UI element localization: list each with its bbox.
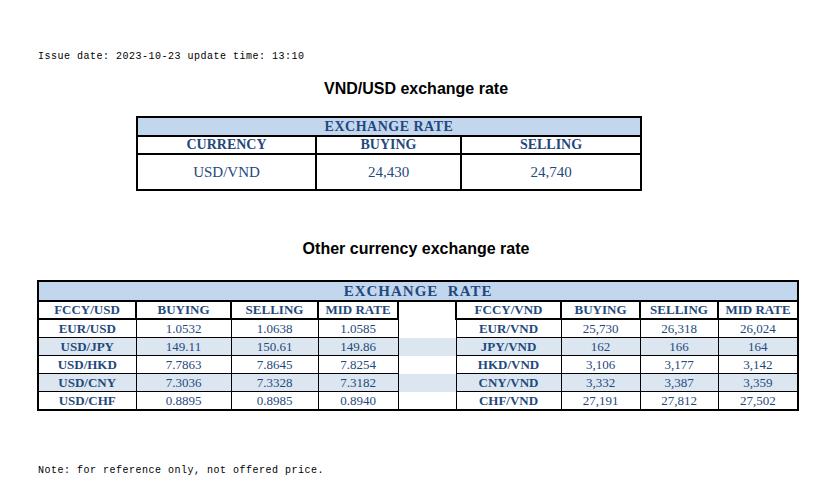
rate-cell: 3,177 [640,356,718,374]
column-header-buying-right: BUYING [561,301,640,319]
selling-rate-cell: 24,740 [461,154,641,190]
rate-cell: 1.0585 [318,319,398,338]
rate-cell: 7.3328 [231,374,318,392]
rate-cell: 3,142 [718,356,798,374]
gap-cell [398,374,456,392]
usd-rate-table: EXCHANGE RATE CURRENCY BUYING SELLING US… [136,116,642,191]
table-row-hkd: USD/HKD 7.7863 7.8645 7.8254 HKD/VND 3,1… [38,356,798,374]
rate-cell: 26,024 [718,319,798,338]
rate-cell: 3,332 [561,374,640,392]
rate-cell: 7.8645 [231,356,318,374]
column-header-buying-left: BUYING [136,301,231,319]
column-header-selling-right: SELLING [640,301,718,319]
column-header-buying: BUYING [316,136,461,154]
rate-cell: 149.11 [136,338,231,356]
table-row-chf: USD/CHF 0.8895 0.8985 0.8940 CHF/VND 27,… [38,392,798,411]
rate-cell: 162 [561,338,640,356]
page: { "meta": { "issue_line": "Issue date: 2… [0,0,832,499]
currency-pair-cell: USD/HKD [38,356,136,374]
rate-cell: 7.8254 [318,356,398,374]
gap-cell [398,392,456,411]
gap-cell [398,356,456,374]
currency-pair-cell: HKD/VND [456,356,561,374]
currency-pair-cell: CHF/VND [456,392,561,411]
buying-rate-cell: 24,430 [316,154,461,190]
issue-date-line: Issue date: 2023-10-23 update time: 13:1… [38,51,305,62]
usd-table-title: VND/USD exchange rate [0,80,832,98]
other-table-header-row: EXCHANGE RATE [38,281,798,301]
rate-cell: 25,730 [561,319,640,338]
rate-cell: 3,359 [718,374,798,392]
currency-pair-cell: USD/CHF [38,392,136,411]
gap-cell [398,338,456,356]
currency-pair-cell: CNY/VND [456,374,561,392]
rate-cell: 150.61 [231,338,318,356]
other-table-columns-row: FCCY/USD BUYING SELLING MID RATE FCCY/VN… [38,301,798,319]
usd-table-header: EXCHANGE RATE [137,117,641,136]
currency-pair-cell: USD/VND [137,154,316,190]
rate-cell: 149.86 [318,338,398,356]
column-header-selling-left: SELLING [231,301,318,319]
table-row-eur: EUR/USD 1.0532 1.0638 1.0585 EUR/VND 25,… [38,319,798,338]
currency-pair-cell: EUR/USD [38,319,136,338]
currency-pair-cell: JPY/VND [456,338,561,356]
currency-pair-cell: EUR/VND [456,319,561,338]
usd-table-columns-row: CURRENCY BUYING SELLING [137,136,641,154]
column-header-fccy-vnd: FCCY/VND [456,301,561,319]
table-row-cny: USD/CNY 7.3036 7.3328 7.3182 CNY/VND 3,3… [38,374,798,392]
rate-cell: 0.8940 [318,392,398,411]
rate-cell: 27,812 [640,392,718,411]
gap-cell [398,319,456,338]
rate-cell: 1.0638 [231,319,318,338]
other-rate-table: EXCHANGE RATE FCCY/USD BUYING SELLING MI… [37,280,799,411]
column-header-midrate-right: MID RATE [718,301,798,319]
currency-pair-cell: USD/CNY [38,374,136,392]
column-header-midrate-left: MID RATE [318,301,398,319]
note-line: Note: for reference only, not offered pr… [38,465,324,476]
rate-cell: 166 [640,338,718,356]
table-row-jpy: USD/JPY 149.11 150.61 149.86 JPY/VND 162… [38,338,798,356]
rate-cell: 7.3036 [136,374,231,392]
column-header-selling: SELLING [461,136,641,154]
usd-table-header-row: EXCHANGE RATE [137,117,641,136]
column-header-fccy-usd: FCCY/USD [38,301,136,319]
rate-cell: 3,387 [640,374,718,392]
rate-cell: 0.8895 [136,392,231,411]
rate-cell: 0.8985 [231,392,318,411]
other-table-header: EXCHANGE RATE [38,281,798,301]
currency-pair-cell: USD/JPY [38,338,136,356]
column-header-currency: CURRENCY [137,136,316,154]
gap-cell [398,301,456,319]
rate-cell: 27,502 [718,392,798,411]
usd-table-row: USD/VND 24,430 24,740 [137,154,641,190]
rate-cell: 26,318 [640,319,718,338]
rate-cell: 3,106 [561,356,640,374]
rate-cell: 7.3182 [318,374,398,392]
rate-cell: 27,191 [561,392,640,411]
other-table-title: Other currency exchange rate [0,240,832,258]
rate-cell: 1.0532 [136,319,231,338]
rate-cell: 7.7863 [136,356,231,374]
rate-cell: 164 [718,338,798,356]
